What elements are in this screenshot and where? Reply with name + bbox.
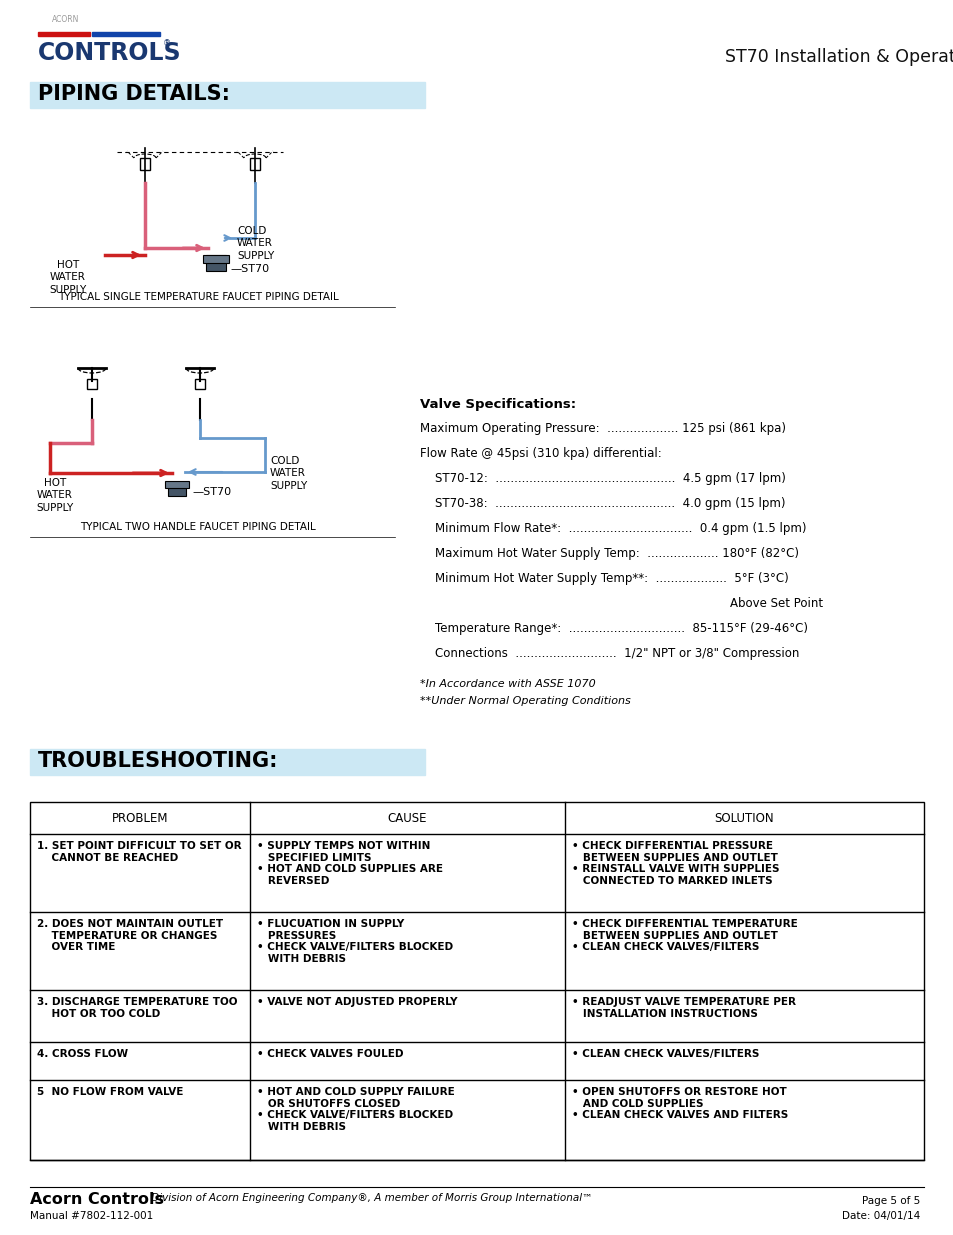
Text: *In Accordance with ASSE 1070: *In Accordance with ASSE 1070	[419, 679, 595, 689]
Text: CONTROLS: CONTROLS	[38, 41, 181, 65]
Text: Page 5 of 5: Page 5 of 5	[861, 1195, 919, 1207]
Text: COLD
WATER
SUPPLY: COLD WATER SUPPLY	[270, 456, 307, 490]
Bar	[38, 32, 90, 36]
Text: Division of Acorn Engineering Company®, A member of Morris Group International™: Division of Acorn Engineering Company®, …	[148, 1193, 592, 1203]
Text: Flow Rate @ 45psi (310 kpa) differential:: Flow Rate @ 45psi (310 kpa) differential…	[419, 447, 661, 459]
Text: Maximum Operating Pressure:  ................... 125 psi (861 kpa): Maximum Operating Pressure: ............…	[419, 422, 785, 435]
Bar	[168, 482, 186, 496]
Text: • CHECK DIFFERENTIAL TEMPERATURE
   BETWEEN SUPPLIES AND OUTLET
• CLEAN CHECK VA: • CHECK DIFFERENTIAL TEMPERATURE BETWEEN…	[572, 919, 797, 952]
Text: • CHECK VALVES FOULED: • CHECK VALVES FOULED	[256, 1049, 403, 1058]
Text: Manual #7802-112-001: Manual #7802-112-001	[30, 1212, 153, 1221]
Text: 1. SET POINT DIFFICULT TO SET OR
    CANNOT BE REACHED: 1. SET POINT DIFFICULT TO SET OR CANNOT …	[37, 841, 241, 862]
Text: SOLUTION: SOLUTION	[714, 811, 774, 825]
Text: 5  NO FLOW FROM VALVE: 5 NO FLOW FROM VALVE	[37, 1087, 183, 1097]
Bar	[206, 254, 226, 270]
Text: Temperature Range*:  ...............................  85-115°F (29-46°C): Temperature Range*: ....................…	[435, 622, 807, 635]
Text: • CLEAN CHECK VALVES/FILTERS: • CLEAN CHECK VALVES/FILTERS	[572, 1049, 759, 1058]
Bar	[30, 82, 424, 107]
Text: • SUPPLY TEMPS NOT WITHIN
   SPECIFIED LIMITS
• HOT AND COLD SUPPLIES ARE
   REV: • SUPPLY TEMPS NOT WITHIN SPECIFIED LIMI…	[256, 841, 442, 885]
Text: —ST70: —ST70	[230, 264, 269, 274]
Text: 3. DISCHARGE TEMPERATURE TOO
    HOT OR TOO COLD: 3. DISCHARGE TEMPERATURE TOO HOT OR TOO …	[37, 997, 237, 1019]
Text: HOT
WATER
SUPPLY: HOT WATER SUPPLY	[36, 478, 73, 513]
Bar	[250, 158, 260, 170]
Bar	[91, 32, 160, 36]
Text: Valve Specifications:: Valve Specifications:	[419, 398, 576, 411]
Text: • OPEN SHUTOFFS OR RESTORE HOT
   AND COLD SUPPLIES
• CLEAN CHECK VALVES AND FIL: • OPEN SHUTOFFS OR RESTORE HOT AND COLD …	[572, 1087, 787, 1120]
Bar	[165, 480, 189, 488]
Text: Minimum Hot Water Supply Temp**:  ...................  5°F (3°C): Minimum Hot Water Supply Temp**: .......…	[435, 572, 788, 585]
Text: **Under Normal Operating Conditions: **Under Normal Operating Conditions	[419, 697, 630, 706]
Text: COLD
WATER
SUPPLY: COLD WATER SUPPLY	[236, 226, 274, 261]
Text: ST70-38:  ................................................  4.0 gpm (15 lpm): ST70-38: ...............................…	[435, 496, 784, 510]
Text: • FLUCUATION IN SUPPLY
   PRESSURES
• CHECK VALVE/FILTERS BLOCKED
   WITH DEBRIS: • FLUCUATION IN SUPPLY PRESSURES • CHECK…	[256, 919, 453, 963]
Text: 4. CROSS FLOW: 4. CROSS FLOW	[37, 1049, 128, 1058]
Text: HOT
WATER
SUPPLY: HOT WATER SUPPLY	[50, 261, 87, 295]
Text: Connections  ...........................  1/2" NPT or 3/8" Compression: Connections ........................... …	[435, 647, 799, 659]
Text: • READJUST VALVE TEMPERATURE PER
   INSTALLATION INSTRUCTIONS: • READJUST VALVE TEMPERATURE PER INSTALL…	[572, 997, 795, 1019]
Text: Acorn Controls: Acorn Controls	[30, 1192, 164, 1207]
Text: PROBLEM: PROBLEM	[112, 811, 168, 825]
Text: Minimum Flow Rate*:  .................................  0.4 gpm (1.5 lpm): Minimum Flow Rate*: ....................…	[435, 522, 805, 535]
Text: Above Set Point: Above Set Point	[729, 597, 822, 610]
Text: ®: ®	[163, 40, 172, 48]
Text: • HOT AND COLD SUPPLY FAILURE
   OR SHUTOFFS CLOSED
• CHECK VALVE/FILTERS BLOCKE: • HOT AND COLD SUPPLY FAILURE OR SHUTOFF…	[256, 1087, 455, 1131]
Text: PIPING DETAILS:: PIPING DETAILS:	[38, 84, 230, 104]
Text: Maximum Hot Water Supply Temp:  ................... 180°F (82°C): Maximum Hot Water Supply Temp: .........…	[435, 547, 799, 559]
Bar	[87, 379, 97, 389]
Text: —ST70: —ST70	[192, 487, 231, 496]
Text: TROUBLESHOOTING:: TROUBLESHOOTING:	[38, 751, 278, 771]
Bar	[203, 254, 229, 263]
Text: • CHECK DIFFERENTIAL PRESSURE
   BETWEEN SUPPLIES AND OUTLET
• REINSTALL VALVE W: • CHECK DIFFERENTIAL PRESSURE BETWEEN SU…	[572, 841, 779, 885]
Text: ACORN: ACORN	[52, 15, 79, 23]
Text: TYPICAL TWO HANDLE FAUCET PIPING DETAIL: TYPICAL TWO HANDLE FAUCET PIPING DETAIL	[80, 522, 315, 532]
Text: TYPICAL SINGLE TEMPERATURE FAUCET PIPING DETAIL: TYPICAL SINGLE TEMPERATURE FAUCET PIPING…	[57, 291, 338, 303]
Text: 2. DOES NOT MAINTAIN OUTLET
    TEMPERATURE OR CHANGES
    OVER TIME: 2. DOES NOT MAINTAIN OUTLET TEMPERATURE …	[37, 919, 223, 952]
Bar	[140, 158, 150, 170]
Text: • VALVE NOT ADJUSTED PROPERLY: • VALVE NOT ADJUSTED PROPERLY	[256, 997, 457, 1007]
Text: Date: 04/01/14: Date: 04/01/14	[841, 1212, 919, 1221]
Bar	[194, 379, 205, 389]
Text: ST70 Installation & Operation Manual: ST70 Installation & Operation Manual	[724, 48, 953, 65]
Text: CAUSE: CAUSE	[387, 811, 427, 825]
Bar	[30, 748, 424, 776]
Text: ST70-12:  ................................................  4.5 gpm (17 lpm): ST70-12: ...............................…	[435, 472, 785, 485]
Bar	[30, 802, 923, 1160]
